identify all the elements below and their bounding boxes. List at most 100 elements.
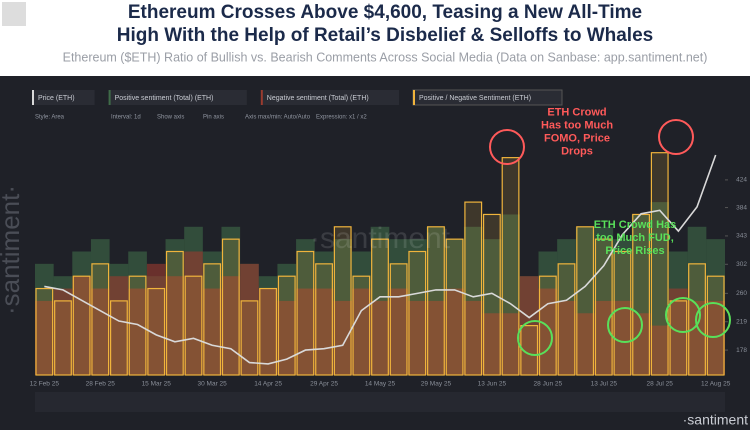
bar — [184, 251, 203, 375]
x-tick-label: 30 Mar 25 — [198, 381, 228, 388]
y2-tick-label: 384 — [736, 204, 747, 211]
bar — [463, 300, 483, 375]
ratio-bar — [650, 152, 669, 376]
watermark: ·santiment· — [0, 185, 25, 315]
annotation-text: ETH Crowd — [547, 106, 606, 118]
legend-label: Positive / Negative Sentiment (ETH) — [419, 95, 531, 102]
bar — [352, 288, 371, 375]
x-tick-label: 13 Jun 25 — [478, 381, 507, 388]
annotation-circle — [695, 302, 731, 338]
ratio-bar — [72, 275, 91, 376]
ratio-bar — [315, 263, 333, 376]
bar — [165, 276, 185, 375]
bar — [575, 313, 595, 375]
annotation-circle — [517, 320, 553, 356]
annotation-text: ETH Crowd Has — [594, 219, 677, 231]
legend-item — [108, 90, 247, 105]
ratio-bar — [427, 226, 445, 376]
bar — [202, 288, 222, 375]
ratio-bar — [277, 275, 296, 376]
ratio-bar — [688, 263, 706, 376]
bar — [333, 300, 353, 375]
toolbar-item: Interval: 1d — [111, 115, 141, 121]
ratio-bar — [259, 287, 278, 376]
ratio-bar — [613, 250, 632, 376]
legend-swatch — [32, 90, 34, 105]
ratio-bar — [128, 275, 147, 376]
bar — [221, 276, 241, 375]
legend-swatch — [260, 90, 263, 105]
y2-tick-label: 260 — [736, 290, 747, 297]
legend-swatch — [108, 90, 111, 105]
toolbar-item: Show axis — [157, 115, 184, 121]
header-bg — [0, 0, 750, 76]
legend-label: Positive sentiment (Total) (ETH) — [115, 95, 214, 102]
x-tick-label: 29 Apr 25 — [310, 381, 338, 388]
ratio-bar — [203, 263, 222, 376]
legend-item — [32, 90, 95, 105]
toolbar-item: Style: Area — [35, 115, 65, 121]
x-tick-label: 12 Aug 25 — [701, 381, 731, 388]
y2-tick-label: 424 — [736, 177, 747, 184]
bar — [258, 288, 278, 375]
bar — [240, 263, 259, 375]
x-tick-label: 29 May 25 — [421, 381, 452, 388]
bar — [706, 300, 725, 375]
bar — [389, 288, 408, 375]
bar — [631, 313, 651, 375]
price-line — [44, 154, 717, 365]
x-tick-label: 28 Feb 25 — [86, 381, 116, 388]
ratio-bar — [594, 238, 613, 376]
ratio-bar — [352, 275, 371, 376]
annotation-circle — [658, 119, 694, 155]
bar — [72, 276, 91, 375]
annotation-circle — [489, 129, 525, 165]
ratio-bar — [706, 275, 725, 376]
bar — [687, 300, 707, 375]
x-tick-label: 14 Apr 25 — [254, 381, 282, 388]
bar — [613, 300, 632, 375]
watermark: ·santiment — [310, 222, 451, 255]
qr-code — [2, 2, 26, 26]
ratio-bar — [147, 287, 166, 376]
y2-tick-label: 219 — [736, 318, 747, 325]
x-tick-label: 28 Jul 25 — [647, 381, 674, 388]
bar — [407, 300, 427, 375]
ratio-bar — [109, 300, 128, 376]
bar — [314, 288, 334, 375]
bar — [445, 288, 464, 375]
ratio-bar — [445, 238, 464, 376]
toolbar-item: Axis max/min: Auto/Auto — [245, 115, 311, 121]
bar — [370, 300, 390, 375]
bar — [557, 300, 576, 375]
annotation-text: too Much FUD, — [596, 232, 674, 244]
annotation-text: Drops — [561, 145, 593, 157]
ratio-bar — [91, 263, 110, 376]
chart-title: High With the Help of Retail’s Disbelief… — [117, 25, 653, 46]
annotation-text: Price Rises — [605, 245, 664, 257]
annotation-text: FOMO, Price — [544, 132, 610, 144]
ratio-bar — [557, 263, 576, 376]
annotation-circle — [607, 307, 643, 343]
ratio-bar — [464, 201, 483, 376]
y2-tick-label: 302 — [736, 261, 747, 268]
x-tick-label: 14 May 25 — [365, 381, 396, 388]
y2-tick-label: 178 — [736, 347, 747, 354]
x-tick-label: 15 Mar 25 — [142, 381, 172, 388]
chart-title: Ethereum Crosses Above $4,600, Teasing a… — [128, 2, 642, 23]
ratio-bar — [501, 157, 520, 376]
legend-swatch — [413, 90, 415, 105]
toolbar-item: Expression: x1 / x2 — [316, 115, 367, 121]
bar — [650, 325, 670, 375]
ratio-bar — [520, 325, 539, 376]
x-tick-label: 28 Jun 25 — [534, 381, 563, 388]
annotation-text: Has too Much — [541, 119, 613, 131]
x-tick-label: 13 Jul 25 — [591, 381, 618, 388]
ratio-bar — [221, 238, 240, 376]
bar — [35, 300, 54, 375]
bar — [53, 288, 73, 375]
legend-item — [260, 90, 399, 105]
x-tick-label: 12 Feb 25 — [30, 381, 60, 388]
